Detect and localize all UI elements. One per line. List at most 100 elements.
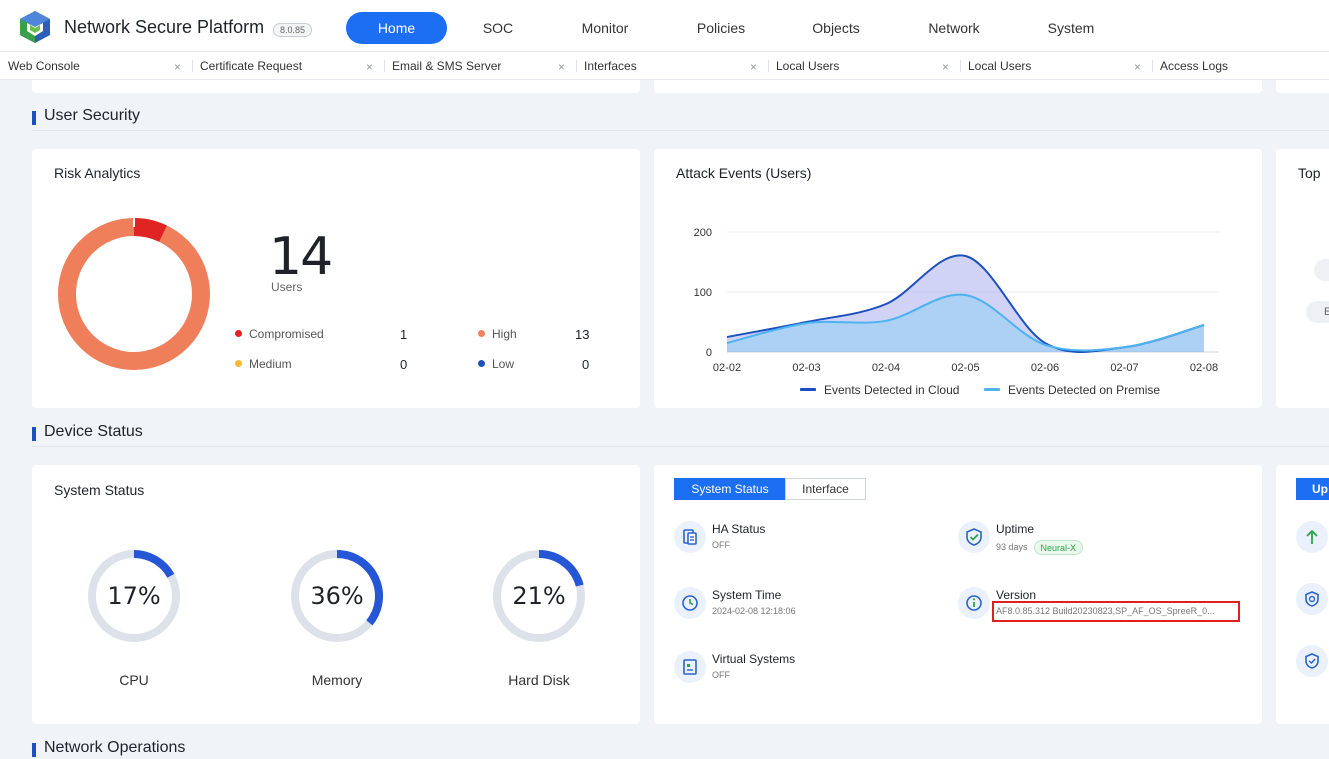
cpu-gauge: 17% xyxy=(88,550,180,642)
tab-system-status[interactable]: System Status xyxy=(674,478,786,500)
uptime-shield-icon xyxy=(958,521,990,553)
neural-x-badge: Neural-X xyxy=(1033,540,1084,555)
tab-divider xyxy=(192,60,193,72)
x-tick-label: 02-08 xyxy=(1190,362,1218,374)
nav-objects[interactable]: Objects xyxy=(812,20,860,36)
tab-local-users[interactable]: Local Users × xyxy=(768,52,960,80)
close-icon[interactable]: × xyxy=(1134,60,1142,74)
x-tick-label: 02-06 xyxy=(1031,362,1059,374)
legend-medium: Medium xyxy=(235,357,292,371)
legend-dot xyxy=(478,360,485,367)
legend-line xyxy=(984,388,1000,391)
tab-interface[interactable]: Interface xyxy=(785,478,866,500)
info-title: Uptime xyxy=(996,522,1035,536)
close-icon[interactable]: × xyxy=(750,60,758,74)
legend-label: Medium xyxy=(249,357,292,371)
info-title: Virtual Systems xyxy=(712,652,796,666)
card-title: Top xyxy=(1298,165,1321,181)
nav-policies[interactable]: Policies xyxy=(696,20,746,36)
close-icon[interactable]: × xyxy=(558,60,566,74)
tab-label: Local Users xyxy=(776,59,840,73)
risk-total-count: 14 xyxy=(269,227,333,287)
uptime-days: 93 days xyxy=(996,541,1028,552)
platform-logo xyxy=(20,11,50,43)
close-icon[interactable]: × xyxy=(942,60,950,74)
tab-label: Certificate Request xyxy=(200,59,303,73)
gauge-value: 21% xyxy=(512,582,565,610)
tab-divider xyxy=(576,60,577,72)
close-icon[interactable]: × xyxy=(366,60,374,74)
section-title: User Security xyxy=(44,107,141,124)
virtual-systems-icon xyxy=(674,651,706,683)
tab-web-console[interactable]: Web Console × xyxy=(0,52,192,80)
gauge-label: Memory xyxy=(311,672,363,688)
open-tabs-strip: Web Console × Certificate Request × Emai… xyxy=(0,52,1329,80)
info-title: HA Status xyxy=(712,522,766,536)
tab-local-users-2[interactable]: Local Users × xyxy=(960,52,1152,80)
compromised-value: 1 xyxy=(400,327,408,342)
shield-icon xyxy=(1296,645,1328,677)
series-line xyxy=(726,293,1205,352)
y-tick-label: 200 xyxy=(694,227,712,239)
disk-gauge: 21% xyxy=(493,550,585,642)
donut-high-slice xyxy=(58,218,210,370)
tab-email-sms-server[interactable]: Email & SMS Server × xyxy=(384,52,576,80)
legend-cloud: Events Detected in Cloud xyxy=(800,383,959,397)
section-marker xyxy=(32,743,36,757)
legend-label: Events Detected in Cloud xyxy=(824,383,960,397)
nav-network[interactable]: Network xyxy=(928,20,980,36)
update-button[interactable]: Up xyxy=(1296,478,1329,500)
card-fragment xyxy=(32,80,640,93)
tab-access-logs[interactable]: Access Logs xyxy=(1152,52,1329,80)
chip[interactable] xyxy=(1314,259,1329,281)
info-title: Version xyxy=(996,588,1037,602)
series-area xyxy=(727,255,1204,352)
virtual-systems-value: OFF xyxy=(712,670,730,680)
nav-monitor[interactable]: Monitor xyxy=(581,20,629,36)
y-tick-label: 0 xyxy=(706,347,712,359)
gauge-value: 17% xyxy=(107,582,160,610)
shield-icon xyxy=(1296,583,1328,615)
memory-gauge: 36% xyxy=(291,550,383,642)
x-tick-label: 02-05 xyxy=(951,362,979,374)
clock-icon xyxy=(674,587,706,619)
close-icon[interactable]: × xyxy=(174,60,182,74)
tab-interfaces[interactable]: Interfaces × xyxy=(576,52,768,80)
series-area xyxy=(727,294,1204,352)
high-value: 13 xyxy=(575,327,590,342)
legend-premise: Events Detected on Premise xyxy=(984,383,1160,397)
app-title: Network Secure Platform xyxy=(64,17,265,37)
nav-soc[interactable]: SOC xyxy=(482,20,514,36)
chip[interactable]: E xyxy=(1306,301,1329,323)
risk-analytics-card: Risk Analytics 14 Users Compromised 1 Hi… xyxy=(32,149,640,408)
tab-certificate-request[interactable]: Certificate Request × xyxy=(192,52,384,80)
legend-high: High xyxy=(478,327,517,341)
tab-label: Email & SMS Server xyxy=(392,59,502,73)
section-title: Device Status xyxy=(44,423,143,440)
info-icon xyxy=(958,587,990,619)
x-tick-label: 02-04 xyxy=(872,362,900,374)
version-highlight-box xyxy=(992,601,1240,622)
card-title: Attack Events (Users) xyxy=(676,165,812,181)
donut-compromised-slice xyxy=(133,218,167,242)
card-title: Risk Analytics xyxy=(54,165,141,181)
gauge-fill xyxy=(133,550,175,578)
arrow-up-icon xyxy=(1296,521,1328,553)
tab-divider xyxy=(768,60,769,72)
nav-home[interactable]: Home xyxy=(346,12,447,44)
version-value: AF8.0.85.312 Build20230823,SP_AF_OS_Spre… xyxy=(996,606,1215,616)
section-marker xyxy=(32,111,36,125)
card-fragment xyxy=(1276,80,1329,93)
tab-label: Local Users xyxy=(968,59,1032,73)
info-title: System Time xyxy=(712,588,782,602)
status-info-card: System Status Interface HA Status OFF Up… xyxy=(654,465,1262,724)
attack-events-card: Attack Events (Users) 0 100 200 02-02 02-03 0… xyxy=(654,149,1262,408)
tab-divider xyxy=(384,60,385,72)
top-bar: Network Secure Platform 8.0.85 Home SOC … xyxy=(0,0,1329,52)
nav-system[interactable]: System xyxy=(1047,20,1095,36)
legend-compromised: Compromised xyxy=(235,327,324,341)
legend-dot xyxy=(478,330,485,337)
legend-dot xyxy=(235,360,242,367)
card-title: System Status xyxy=(54,482,145,498)
tab-label: Interfaces xyxy=(584,59,637,73)
